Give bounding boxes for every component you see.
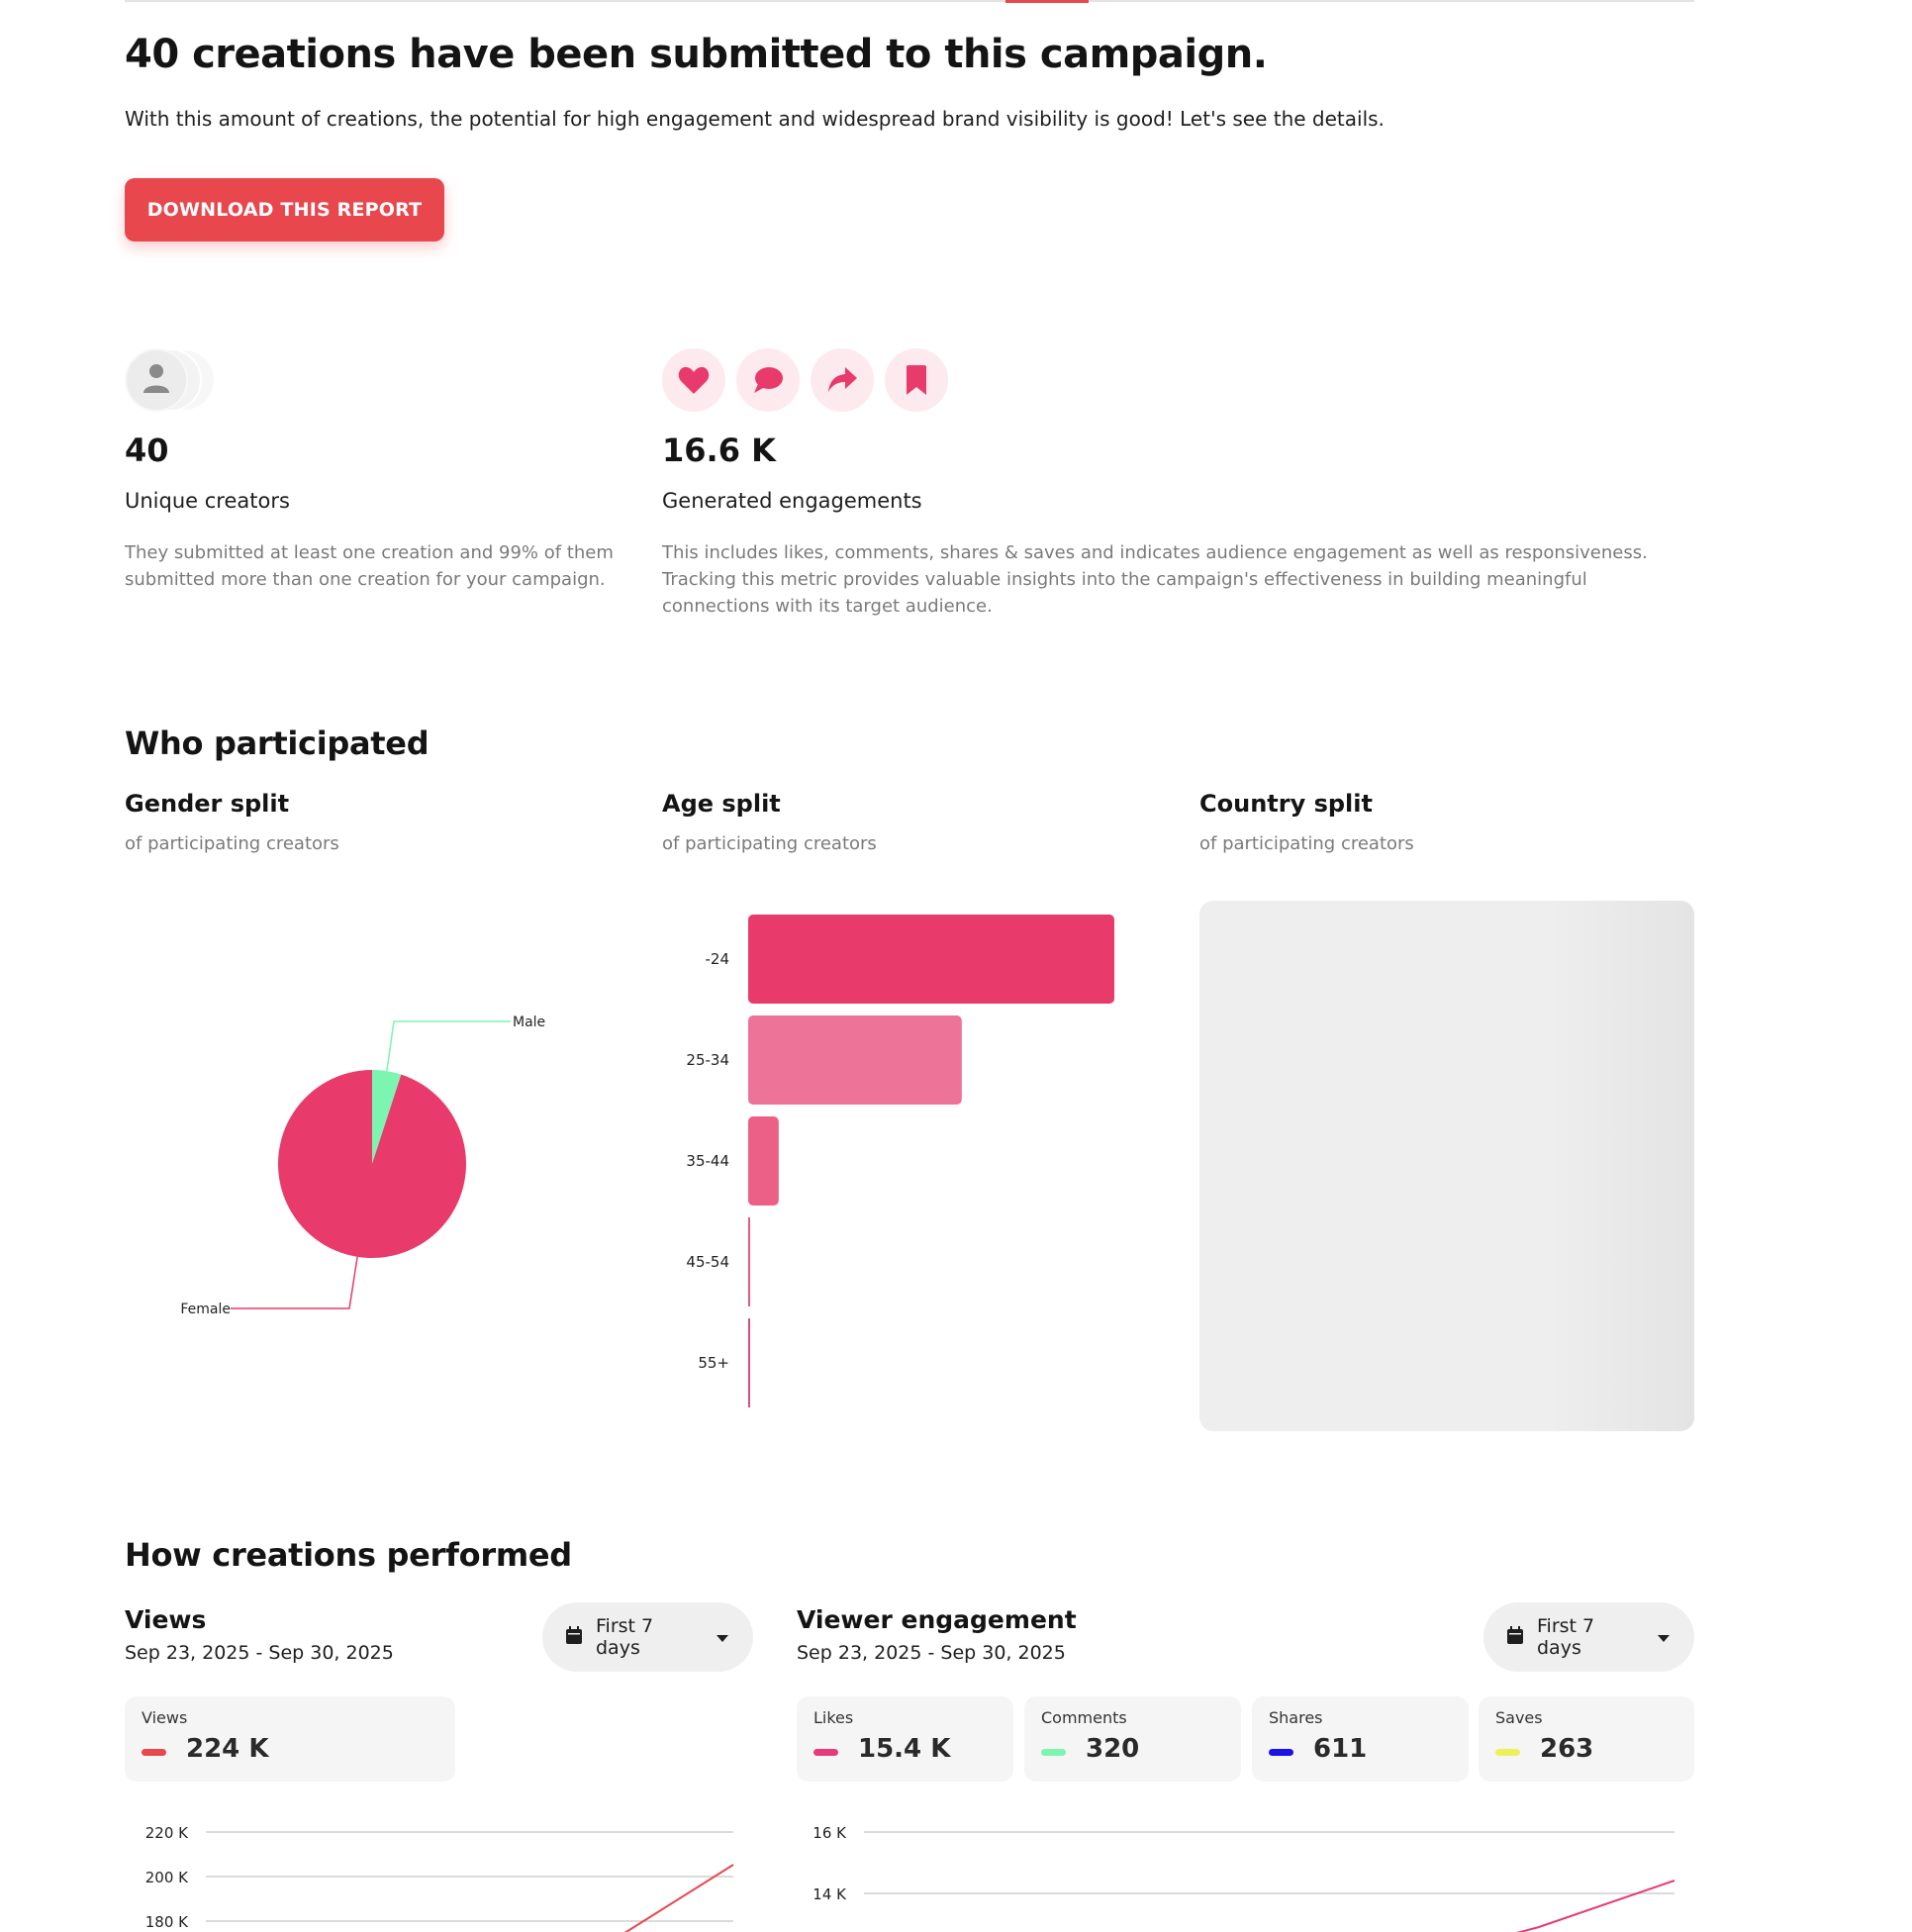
views-title: Views: [125, 1605, 207, 1634]
age-bar-chart: -24 25-34 35-44 45-54 55+: [686, 915, 1114, 1407]
saves-legend-swatch: [1495, 1749, 1520, 1756]
engagement-line-chart: 16 K 14 K: [813, 1824, 1675, 1932]
views-range-dropdown[interactable]: First 7 days: [542, 1602, 753, 1672]
engagements-label: Generated engagements: [662, 489, 922, 513]
age-split-subtitle: of participating creators: [662, 833, 877, 854]
age-bar: [748, 1116, 779, 1206]
calendar-icon: [1507, 1625, 1523, 1649]
participation-section-title: Who participated: [125, 724, 430, 762]
age-category-label: 35-44: [686, 1152, 729, 1170]
country-split-subtitle: of participating creators: [1199, 833, 1414, 854]
creators-description: They submitted at least one creation and…: [125, 542, 614, 590]
active-tab-indicator: [1005, 0, 1089, 3]
series-line: [623, 1864, 734, 1932]
pie-slice-female: [278, 1070, 466, 1258]
engagements-count: 16.6 K: [662, 432, 776, 469]
likes-metric-value: 15.4 K: [858, 1734, 951, 1764]
country-split-placeholder: [1199, 901, 1694, 1431]
page-title: 40 creations have been submitted to this…: [125, 32, 1268, 77]
pie-leader-line: [386, 1020, 511, 1072]
shares-metric-label: Shares: [1269, 1708, 1323, 1727]
gender-split-title: Gender split: [125, 790, 290, 818]
age-bar: [748, 1318, 750, 1407]
pie-label-male: Male: [513, 1014, 545, 1030]
country-split-title: Country split: [1199, 790, 1373, 818]
comment-icon: [736, 348, 800, 412]
chevron-down-icon: [716, 1626, 729, 1648]
comments-legend-swatch: [1041, 1749, 1066, 1756]
engagement-range-dropdown[interactable]: First 7 days: [1483, 1602, 1694, 1672]
age-category-label: 25-34: [686, 1051, 729, 1069]
age-category-label: 55+: [698, 1354, 729, 1372]
age-bar: [748, 1015, 962, 1105]
y-tick-label: 180 K: [145, 1913, 189, 1931]
comments-metric-label: Comments: [1041, 1708, 1127, 1727]
y-tick-label: 220 K: [145, 1824, 189, 1842]
engagement-range-label: First 7 days: [1537, 1615, 1595, 1659]
views-legend-swatch: [142, 1749, 166, 1756]
views-metric-label: Views: [142, 1708, 188, 1727]
views-line-chart: 220 K 200 K 180 K: [145, 1824, 734, 1932]
likes-metric-card: Likes 15.4 K: [797, 1696, 1013, 1782]
saves-metric-value: 263: [1540, 1734, 1594, 1764]
views-metric-value: 224 K: [186, 1734, 269, 1764]
views-metric-card: Views 224 K: [125, 1696, 455, 1782]
series-line: [1516, 1880, 1675, 1932]
top-divider: [125, 0, 1694, 2]
likes-legend-swatch: [813, 1749, 838, 1756]
comments-metric-card: Comments 320: [1024, 1696, 1241, 1782]
engagement-date-range: Sep 23, 2025 - Sep 30, 2025: [797, 1642, 1066, 1664]
page-subtitle: With this amount of creations, the poten…: [125, 107, 1385, 131]
likes-metric-label: Likes: [813, 1708, 854, 1727]
engagement-icons: [662, 348, 948, 412]
age-category-label: -24: [706, 950, 730, 968]
share-icon: [811, 348, 874, 412]
creators-avatar-stack: [125, 348, 216, 412]
heart-icon: [662, 348, 725, 412]
saves-metric-label: Saves: [1495, 1708, 1543, 1727]
age-bar: [748, 1217, 750, 1306]
shares-metric-value: 611: [1313, 1734, 1368, 1764]
calendar-icon: [566, 1625, 582, 1649]
download-report-button[interactable]: DOWNLOAD THIS REPORT: [125, 178, 444, 242]
comments-metric-value: 320: [1086, 1734, 1140, 1764]
y-tick-label: 200 K: [145, 1869, 189, 1886]
shares-metric-card: Shares 611: [1252, 1696, 1469, 1782]
age-category-label: 45-54: [686, 1253, 729, 1271]
avatar: [125, 348, 188, 412]
performance-section-title: How creations performed: [125, 1536, 572, 1574]
saves-metric-card: Saves 263: [1479, 1696, 1694, 1782]
views-range-label: First 7 days: [596, 1615, 654, 1659]
y-tick-label: 14 K: [813, 1885, 847, 1903]
chevron-down-icon: [1657, 1626, 1671, 1648]
creators-count: 40: [125, 432, 169, 469]
gender-split-subtitle: of participating creators: [125, 833, 339, 854]
creators-label: Unique creators: [125, 489, 290, 513]
pie-leader-line: [231, 1256, 358, 1309]
y-tick-label: 16 K: [813, 1824, 847, 1842]
pie-label-female: Female: [180, 1302, 231, 1317]
engagements-description: This includes likes, comments, shares & …: [662, 542, 1648, 617]
user-icon: [143, 362, 170, 398]
pie-slice-male: [372, 1070, 402, 1164]
views-date-range: Sep 23, 2025 - Sep 30, 2025: [125, 1642, 394, 1664]
age-bar: [748, 915, 1114, 1004]
engagement-title: Viewer engagement: [797, 1605, 1077, 1634]
bookmark-icon: [885, 348, 948, 412]
age-split-title: Age split: [662, 790, 781, 818]
gender-pie-chart: Male Female: [180, 1014, 545, 1317]
shares-legend-swatch: [1269, 1749, 1293, 1756]
